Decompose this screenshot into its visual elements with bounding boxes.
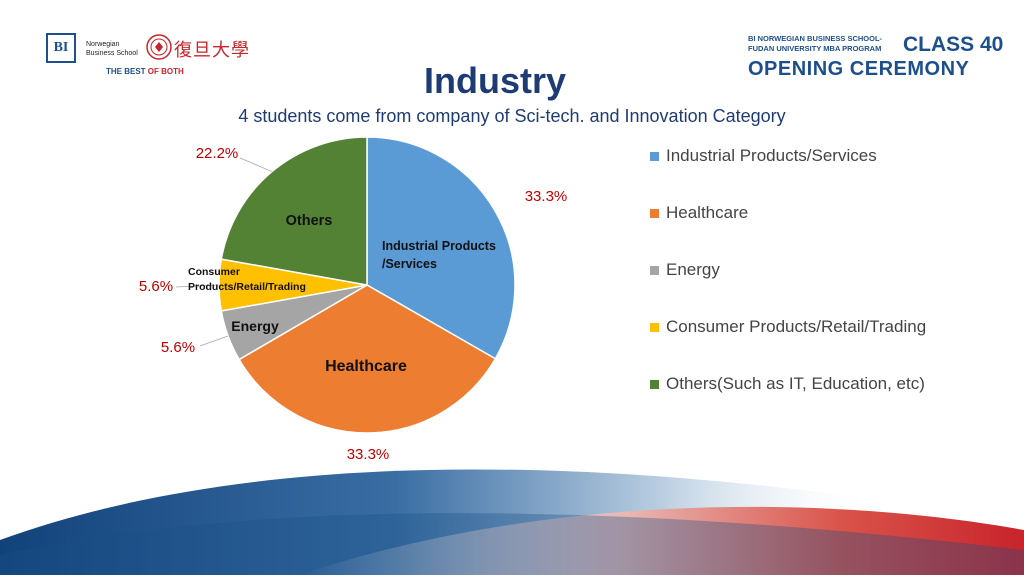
legend-swatch-others: [650, 379, 659, 389]
pct-label-industrial: 33.3%: [525, 188, 568, 205]
pct-label-healthcare: 33.3%: [347, 446, 390, 463]
pct-label-consumer: 5.6%: [139, 278, 173, 295]
slice-label-energy: Energy: [231, 318, 279, 334]
legend-label-energy: Energy: [666, 260, 720, 279]
class-label: CLASS 40: [903, 33, 1004, 56]
slice-label-healthcare: Healthcare: [325, 358, 407, 375]
bi-school-name: Norwegian Business School: [86, 41, 138, 57]
leader-line-energy: [199, 335, 229, 347]
slice-label-consumer: Consumer Products/Retail/Trading: [188, 266, 306, 293]
legend-swatch-energy: [650, 265, 659, 275]
legend-item-consumer: Consumer Products/Retail/Trading: [650, 316, 926, 338]
legend-swatch-industrial: [650, 151, 659, 161]
event-header: BI NORWEGIAN BUSINESS SCHOOL- FUDAN UNIV…: [748, 33, 1003, 84]
legend-item-healthcare: Healthcare: [650, 202, 748, 224]
chart-title: Industry: [423, 60, 566, 101]
leader-line-consumer: [175, 284, 220, 288]
legend-label-others: Others(Such as IT, Education, etc): [666, 374, 925, 393]
school-logos: BI Norwegian Business School 復旦大學 THE BE…: [46, 33, 266, 83]
tagline-suffix: OF BOTH: [147, 67, 184, 76]
chart-subtitle: 4 students come from company of Sci-tech…: [238, 106, 786, 126]
legend-item-energy: Energy: [650, 259, 720, 281]
legend-label-consumer: Consumer Products/Retail/Trading: [666, 317, 927, 336]
tagline-prefix: THE BEST: [106, 67, 146, 76]
bi-logo: BI: [46, 33, 76, 63]
legend-swatch-consumer: [650, 322, 659, 332]
slice-label-others: Others: [286, 213, 333, 229]
legend-item-industrial: Industrial Products/Services: [650, 145, 877, 167]
legend-swatch-healthcare: [650, 208, 659, 218]
pct-label-energy: 5.6%: [161, 339, 195, 356]
pie-slice-others: [220, 136, 368, 286]
ceremony-label: OPENING CEREMONY: [748, 58, 970, 80]
legend-label-industrial: Industrial Products/Services: [666, 146, 877, 165]
slice-label-industrial: Industrial Products/Services: [382, 239, 496, 271]
pie-slice-healthcare: [238, 284, 497, 434]
decorative-wave: [0, 469, 1024, 575]
legend-label-healthcare: Healthcare: [666, 203, 749, 222]
fudan-name: 復旦大學: [174, 40, 250, 61]
leader-line-others: [239, 157, 273, 172]
pct-label-others: 22.2%: [196, 145, 239, 162]
legend-item-others: Others(Such as IT, Education, etc): [650, 373, 925, 395]
program-name: BI NORWEGIAN BUSINESS SCHOOL- FUDAN UNIV…: [748, 34, 883, 53]
fudan-seal-icon: [146, 34, 172, 60]
pie-slice-industrial: [366, 136, 516, 360]
tagline: THE BEST OF BOTH: [106, 67, 184, 76]
